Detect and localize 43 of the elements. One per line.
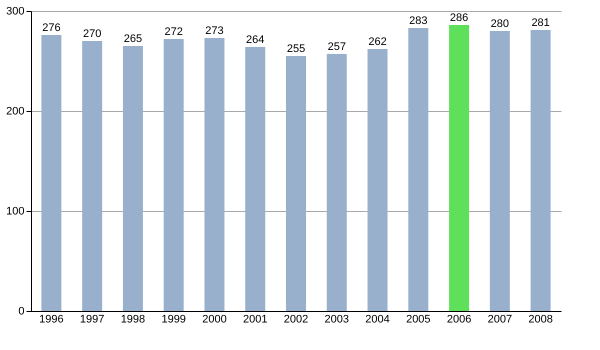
x-tick-label: 2004 [365, 314, 390, 326]
y-tick-label: 0 [18, 306, 24, 318]
data-label: 273 [205, 25, 224, 37]
bar [122, 46, 143, 311]
bar [41, 35, 62, 311]
data-label: 276 [42, 22, 61, 34]
x-tick-label: 1998 [120, 314, 146, 326]
y-tick-label: 300 [6, 6, 24, 18]
y-tick-label: 100 [6, 206, 24, 218]
x-tick-label: 2006 [446, 314, 472, 326]
bar [204, 38, 224, 311]
x-tick-label: 2005 [406, 314, 431, 326]
bar [408, 28, 428, 311]
data-label: 257 [328, 41, 346, 53]
data-label: 272 [164, 26, 183, 38]
data-label: 286 [450, 12, 468, 24]
y-tick-label: 200 [6, 106, 24, 118]
bar [490, 31, 510, 311]
data-label: 270 [82, 28, 102, 40]
x-tick-label: 2003 [324, 314, 350, 326]
bar [164, 39, 184, 311]
bar [286, 56, 306, 311]
x-tick-label: 1997 [80, 314, 104, 326]
bar [245, 47, 266, 311]
x-tick-label: 2002 [284, 314, 308, 326]
data-label: 262 [368, 36, 387, 48]
data-label: 281 [531, 17, 550, 29]
bar [326, 54, 347, 311]
bar [530, 30, 551, 311]
bar [449, 25, 470, 311]
bar [82, 41, 102, 311]
data-label: 255 [286, 43, 306, 55]
x-tick-label: 2001 [242, 314, 268, 326]
data-label: 283 [409, 15, 428, 27]
data-label: 264 [246, 34, 264, 46]
x-tick-label: 1996 [39, 314, 64, 326]
x-tick-label: 1999 [161, 314, 186, 326]
x-tick-label: 2008 [528, 314, 553, 326]
x-tick-label: 2000 [202, 314, 227, 326]
x-tick-label: 2007 [488, 314, 512, 326]
data-label: 265 [124, 33, 142, 45]
data-label: 280 [490, 18, 510, 30]
bar [368, 49, 388, 311]
